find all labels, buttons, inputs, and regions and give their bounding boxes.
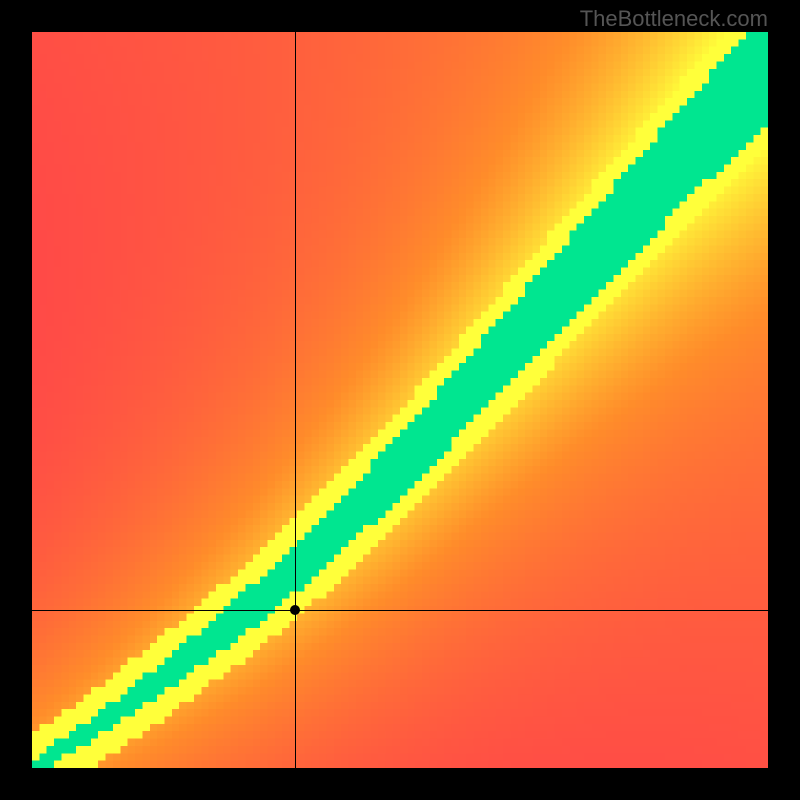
crosshair-vertical-line [295,32,296,768]
watermark-text: TheBottleneck.com [580,6,768,32]
crosshair-horizontal-line [32,610,768,611]
heatmap-plot [32,32,768,768]
heatmap-canvas [32,32,768,768]
